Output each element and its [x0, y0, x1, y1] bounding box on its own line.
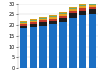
Bar: [89, 3, 96, 5]
Bar: [30, 24, 37, 27]
Bar: [40, 20, 47, 22]
Bar: [69, 9, 76, 11]
Bar: [20, 22, 27, 23]
Bar: [40, 22, 47, 25]
Bar: [20, 28, 27, 68]
Bar: [30, 20, 37, 21]
Bar: [89, 14, 96, 68]
Bar: [59, 16, 67, 18]
Bar: [20, 24, 27, 25]
Bar: [30, 19, 37, 20]
Bar: [20, 21, 27, 22]
Bar: [79, 11, 86, 15]
Bar: [79, 8, 86, 11]
Bar: [49, 24, 57, 68]
Bar: [59, 13, 67, 14]
Bar: [49, 15, 57, 16]
Bar: [59, 12, 67, 13]
Bar: [40, 25, 47, 68]
Bar: [49, 17, 57, 19]
Bar: [30, 27, 37, 68]
Bar: [40, 19, 47, 20]
Bar: [49, 16, 57, 17]
Bar: [79, 6, 86, 8]
Bar: [69, 13, 76, 18]
Bar: [30, 21, 37, 22]
Bar: [79, 4, 86, 5]
Bar: [69, 11, 76, 13]
Bar: [20, 23, 27, 24]
Bar: [79, 5, 86, 6]
Bar: [20, 25, 27, 28]
Bar: [40, 17, 47, 18]
Bar: [89, 7, 96, 9]
Bar: [59, 22, 67, 68]
Bar: [49, 19, 57, 21]
Bar: [69, 18, 76, 68]
Bar: [89, 2, 96, 3]
Bar: [89, 5, 96, 7]
Bar: [59, 18, 67, 22]
Bar: [69, 8, 76, 9]
Bar: [69, 7, 76, 8]
Bar: [40, 18, 47, 19]
Bar: [89, 9, 96, 14]
Bar: [30, 22, 37, 24]
Bar: [49, 21, 57, 24]
Bar: [59, 14, 67, 16]
Bar: [79, 15, 86, 68]
